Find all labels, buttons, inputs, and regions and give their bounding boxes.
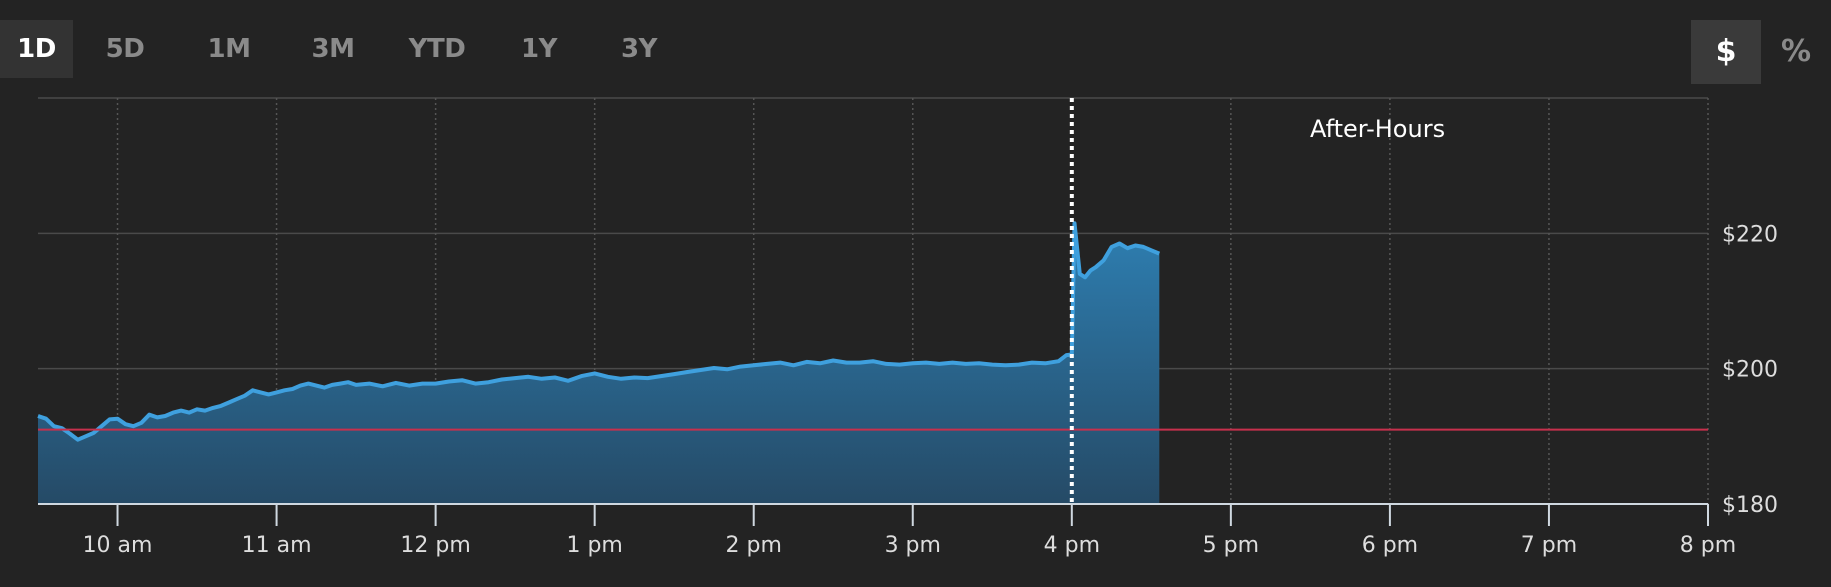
x-tick-label: 11 am xyxy=(242,533,312,558)
tab-1y[interactable]: 1Y xyxy=(521,34,557,64)
y-tick-label: $200 xyxy=(1722,358,1778,383)
price-line xyxy=(37,221,1161,442)
time-range-tabs: 1D 5D 1M 3M YTD 1Y 3Y xyxy=(0,20,689,78)
unit-toggle: $ % xyxy=(1691,20,1831,84)
after-hours-label: After-Hours xyxy=(1310,115,1445,143)
y-tick-label: $180 xyxy=(1722,493,1778,518)
axes: 10 am 11 am 12 pm 1 pm 2 pm 3 pm 4 pm 5 pm 6 pm 7… xyxy=(38,222,1778,558)
price-area-fill xyxy=(38,223,1160,504)
tab-3m[interactable]: 3M xyxy=(311,34,355,64)
tab-ytd[interactable]: YTD xyxy=(408,34,466,64)
x-tick-label: 10 am xyxy=(83,533,153,558)
tab-1m[interactable]: 1M xyxy=(207,34,251,64)
x-tick-label: 8 pm xyxy=(1680,533,1736,558)
plot-area xyxy=(37,221,1161,504)
x-tick-label: 3 pm xyxy=(885,533,941,558)
x-tick-label: 5 pm xyxy=(1203,533,1259,558)
tab-1d[interactable]: 1D xyxy=(0,20,73,78)
x-tick-label: 12 pm xyxy=(400,533,470,558)
x-tick-label: 2 pm xyxy=(726,533,782,558)
x-tick-label: 7 pm xyxy=(1521,533,1577,558)
chart-overlays: After-Hours xyxy=(38,98,1708,504)
x-tick-label: 1 pm xyxy=(566,533,622,558)
x-tick-label: 6 pm xyxy=(1362,533,1418,558)
x-tick-label: 4 pm xyxy=(1044,533,1100,558)
dollar-toggle-button[interactable]: $ xyxy=(1691,20,1761,84)
y-tick-label: $220 xyxy=(1722,222,1778,247)
tab-5d[interactable]: 5D xyxy=(105,34,145,64)
tab-3y[interactable]: 3Y xyxy=(621,34,657,64)
percent-toggle-button[interactable]: % xyxy=(1780,34,1812,69)
